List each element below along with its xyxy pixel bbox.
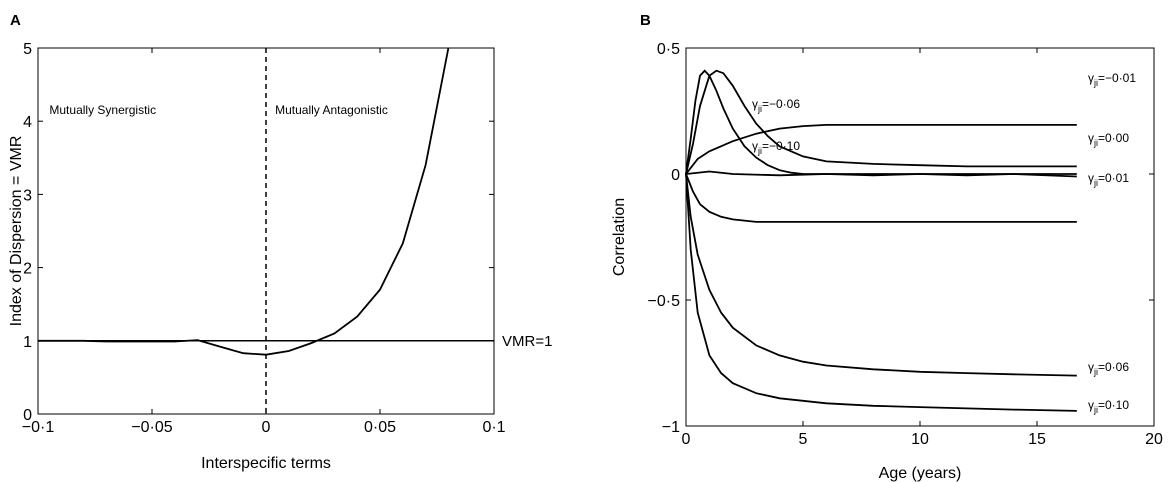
y-tick-label-a: 4 [23, 114, 32, 131]
curve-label-symbol: γ [1088, 131, 1094, 145]
curve-label: γji=0·00 [1088, 131, 1129, 148]
curve-label-value: =−0·06 [762, 97, 800, 111]
region-label-synergistic: Mutually Synergistic [49, 103, 156, 117]
x-axis-label-a: Interspecific terms [201, 455, 331, 472]
x-tick-label-b: 10 [911, 431, 929, 448]
x-tick-label-b: 15 [1028, 431, 1046, 448]
curve-label: γji=0·01 [1088, 171, 1129, 188]
curve-label-subscript: ji [757, 104, 762, 114]
y-tick-label-b: −1 [662, 419, 680, 436]
curve-label-value: =−0·01 [1098, 71, 1136, 85]
panel-letter-a: A [10, 12, 21, 29]
x-tick-label-a: 0 [262, 419, 271, 436]
correlation-curve [685, 173, 1077, 377]
reference-line-label: VMR=1 [502, 333, 552, 350]
y-tick-label-a: 1 [23, 334, 32, 351]
correlation-curve [685, 69, 1077, 175]
series-b: γji=−0·01γji=0·00γji=0·01γji=0·06γji=0·1… [685, 69, 1136, 415]
curve-label: γji=−0·10 [752, 139, 800, 156]
curve-label: γji=0·10 [1088, 398, 1129, 415]
y-tick-label-a: 0 [23, 407, 32, 424]
axis-ticks-a: −0·1 −0·05 0 0·05 0·1 0 1 2 3 4 5 [22, 41, 506, 436]
y-tick-label-b: −0·5 [648, 293, 681, 310]
correlation-curve [685, 124, 1077, 175]
y-axis-label-a: Index of Dispersion = VMR [8, 136, 25, 327]
curve-label-subscript: ji [1093, 367, 1098, 377]
correlation-curve [685, 69, 1077, 175]
curve-label: γji=0·06 [1088, 360, 1129, 377]
x-tick-label-a: −0·1 [22, 419, 55, 436]
correlation-curve [685, 173, 1077, 412]
curve-label-value: =0·10 [1098, 398, 1129, 412]
y-tick-label-b: 0 [671, 167, 680, 184]
panel-a: A −0·1 −0·05 0 0·05 0·1 0 1 2 3 4 5 VMR=1 Mutually… [8, 12, 552, 472]
x-tick-label-a: 0·05 [364, 419, 396, 436]
curve-label-symbol: γ [752, 139, 758, 153]
curve-label-symbol: γ [752, 97, 758, 111]
y-tick-label-a: 2 [23, 261, 32, 278]
region-label-antagonistic: Mutually Antagonistic [275, 103, 388, 117]
y-axis-label-b: Correlation [611, 198, 628, 276]
curve-label-subscript: ji [1093, 78, 1098, 88]
curve-label-subscript: ji [1093, 138, 1098, 148]
curve-label-value: =−0·10 [762, 139, 800, 153]
panel-b: B 0 5 10 15 20−1−0·500·5 γji=−0·01γji=0·00γj… [611, 12, 1163, 482]
x-tick-label-b: 20 [1145, 431, 1163, 448]
correlation-curve [685, 173, 1077, 223]
y-tick-label-b: 0·5 [657, 41, 680, 58]
curve-label-value: =0·00 [1098, 131, 1129, 145]
curve-label-value: =0·01 [1098, 171, 1129, 185]
curve-label-subscript: ji [1093, 178, 1098, 188]
x-tick-label-b: 5 [799, 431, 808, 448]
vmr-curve [38, 47, 450, 356]
x-tick-label-a: −0·05 [131, 419, 172, 436]
x-axis-label-b: Age (years) [879, 465, 962, 482]
curve-label-symbol: γ [1088, 71, 1094, 85]
curve-label-symbol: γ [1088, 171, 1094, 185]
curve-label-subscript: ji [757, 146, 762, 156]
curve-label-value: =0·06 [1098, 360, 1129, 374]
panel-letter-b: B [640, 12, 651, 29]
series-a [38, 47, 450, 356]
curve-label-symbol: γ [1088, 360, 1094, 374]
curve-label-symbol: γ [1088, 398, 1094, 412]
axis-ticks-b: 0 5 10 15 20 −1 −0·5 0 0·5 [648, 41, 1163, 448]
x-tick-label-a: 0·1 [482, 419, 505, 436]
curve-label-subscript: ji [1093, 405, 1098, 415]
y-tick-label-a: 5 [23, 41, 32, 58]
curve-label: γji=−0·01 [1088, 71, 1136, 88]
x-tick-label-b: 0 [682, 431, 691, 448]
curve-label: γji=−0·06 [752, 97, 800, 114]
y-tick-label-a: 3 [23, 187, 32, 204]
